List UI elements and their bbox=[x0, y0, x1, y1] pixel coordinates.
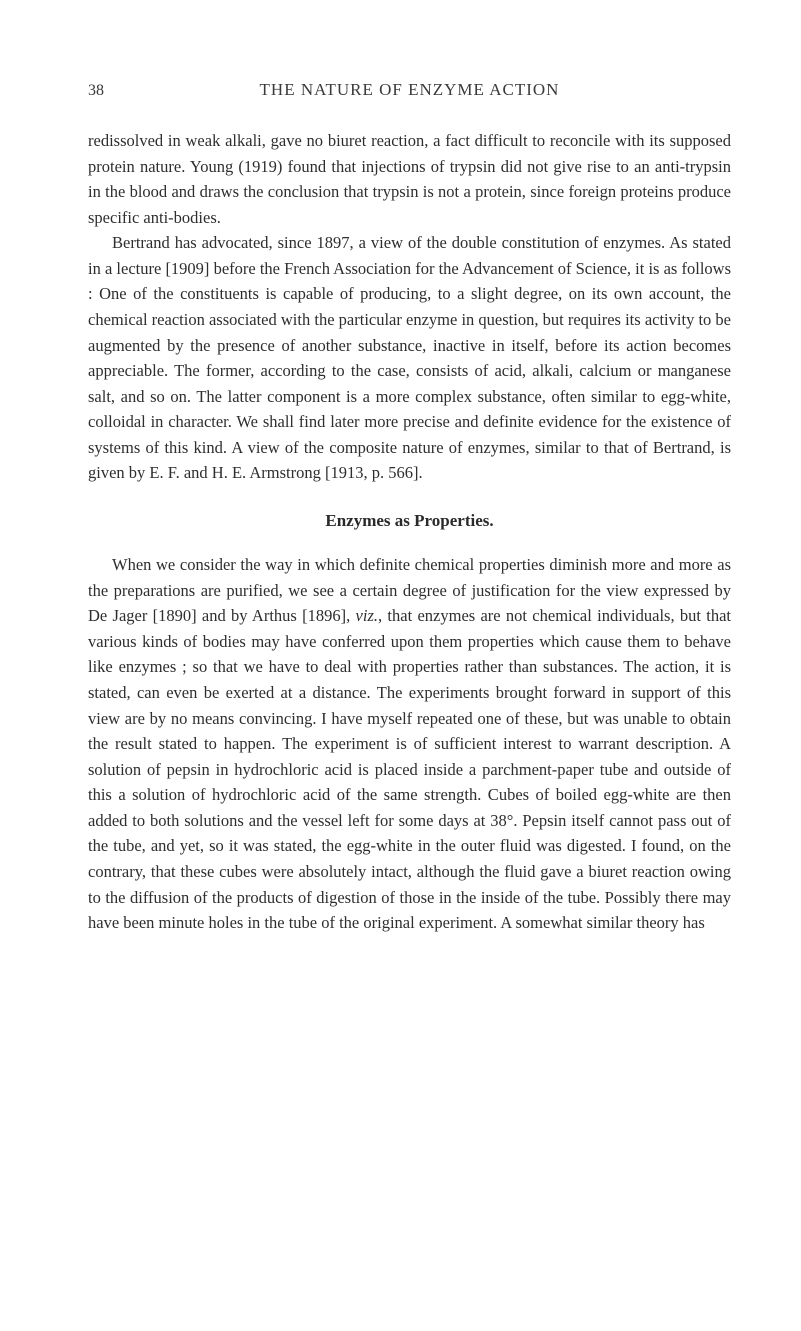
paragraph-3: When we consider the way in which defini… bbox=[88, 552, 731, 935]
page: 38 THE NATURE OF ENZYME ACTION redissolv… bbox=[0, 0, 801, 996]
paragraph-2: Bertrand has advocated, since 1897, a vi… bbox=[88, 230, 731, 486]
paragraph-1: redissolved in weak alkali, gave no biur… bbox=[88, 128, 731, 230]
section-heading: Enzymes as Properties. bbox=[88, 508, 731, 534]
paragraph-3-part-b: , that enzymes are not chemical individu… bbox=[88, 606, 731, 932]
running-title: THE NATURE OF ENZYME ACTION bbox=[88, 80, 731, 100]
body-text: redissolved in weak alkali, gave no biur… bbox=[88, 128, 731, 936]
page-header: 38 THE NATURE OF ENZYME ACTION bbox=[88, 80, 731, 100]
viz-italic: viz. bbox=[356, 606, 378, 625]
